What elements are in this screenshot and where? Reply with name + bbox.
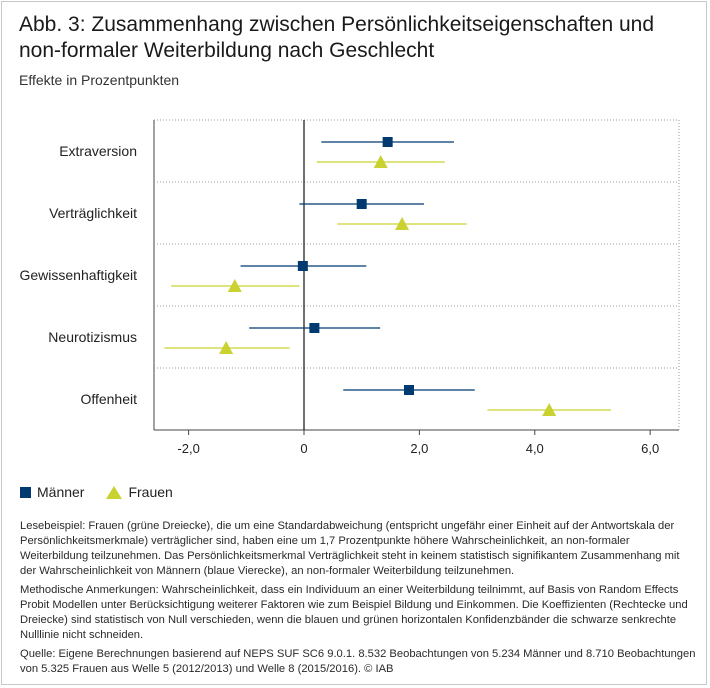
marker-triangle — [373, 155, 388, 168]
marker-triangle — [219, 341, 234, 354]
x-tick-label: 4,0 — [526, 441, 544, 456]
category-label: Extraversion — [59, 143, 137, 159]
category-label: Neurotizismus — [48, 329, 137, 345]
x-tick-label: 6,0 — [641, 441, 659, 456]
x-tick-label: -2,0 — [177, 441, 199, 456]
marker-triangle — [542, 403, 557, 416]
forest-plot: -2,0 0 2,0 4,0 6,0 Extraversion Verträglichkei… — [19, 119, 680, 456]
marker-triangle — [395, 217, 410, 230]
legend: Männer Frauen — [20, 484, 195, 500]
legend-label-men: Männer — [37, 484, 85, 500]
marker-square — [404, 385, 414, 395]
triangle-marker-icon — [106, 485, 123, 499]
category-label: Offenheit — [80, 391, 137, 407]
legend-item-men: Männer — [20, 484, 84, 500]
notes: Lesebeispiel: Frauen (grüne Dreiecke), d… — [20, 519, 696, 681]
legend-item-women: Frauen — [106, 484, 173, 500]
method-notes: Methodische Anmerkungen: Wahrscheinlichk… — [20, 584, 688, 641]
legend-label-women: Frauen — [128, 484, 173, 500]
reading-example: Lesebeispiel: Frauen (grüne Dreiecke), d… — [20, 520, 680, 577]
marker-square — [309, 323, 320, 333]
marker-square — [297, 261, 308, 271]
marker-square — [356, 199, 367, 209]
square-marker-icon — [20, 486, 31, 498]
source-note: Quelle: Eigene Berechnungen basierend au… — [20, 648, 696, 675]
figure-subtitle: Effekte in Prozentpunkten — [19, 72, 180, 88]
marker-square — [382, 137, 393, 147]
x-tick-label: 2,0 — [410, 441, 428, 456]
category-label: Verträglichkeit — [49, 205, 137, 221]
x-tick-label: 0 — [300, 441, 307, 456]
category-label: Gewissenhaftigkeit — [19, 267, 137, 283]
marker-triangle — [227, 279, 242, 292]
figure-title: Abb. 3: Zusammenhang zwischen Persönlich… — [19, 13, 655, 62]
